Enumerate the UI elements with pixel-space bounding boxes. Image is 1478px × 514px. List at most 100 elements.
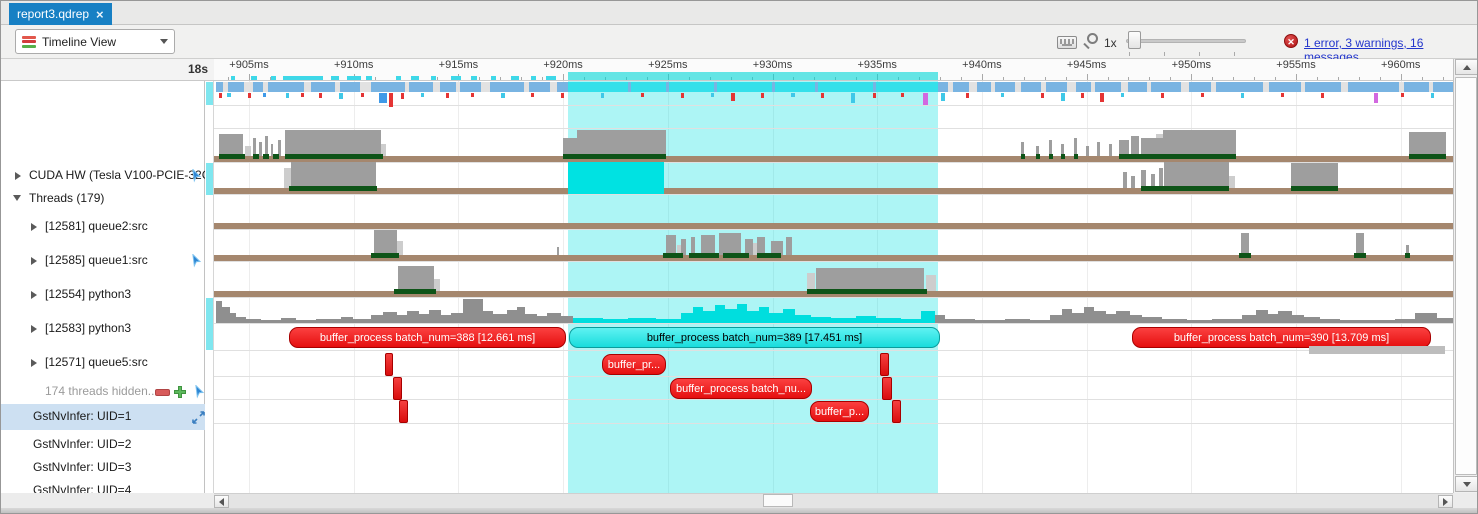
ruler-tick-mark — [1023, 77, 1025, 80]
thread-state-band — [214, 223, 1453, 229]
sidebar-row-gstnvinfer-uid1[interactable]: GstNvInfer: UID=1 — [1, 404, 205, 430]
expand-row-icon[interactable] — [192, 411, 205, 427]
caret-right-icon[interactable] — [31, 359, 37, 367]
locate-arrow-icon[interactable] — [189, 168, 203, 186]
scroll-down-button[interactable] — [1455, 476, 1477, 492]
caret-right-icon[interactable] — [31, 257, 37, 265]
gridline — [249, 81, 250, 493]
sidebar-row-threads-group[interactable]: Threads (179) — [1, 188, 205, 210]
locate-arrow-icon[interactable] — [189, 253, 203, 271]
row-label: GstNvInfer: UID=3 — [33, 460, 132, 474]
nvtx-range-tick[interactable] — [882, 377, 892, 400]
sidebar-row-gstnvinfer-uid3[interactable]: GstNvInfer: UID=3 — [1, 457, 205, 479]
thread-running-segment — [663, 253, 683, 258]
tab-close-icon[interactable]: × — [96, 6, 104, 22]
show-thread-icon[interactable] — [173, 385, 187, 402]
slider-tick — [1234, 52, 1235, 56]
thread-running-segment — [807, 289, 927, 294]
hidden-threads-activity — [703, 311, 715, 323]
thread-running-segment — [1405, 253, 1410, 258]
hidden-threads-activity — [1072, 313, 1084, 323]
cpu-usage-block — [563, 138, 577, 156]
timeline-ruler[interactable]: +905ms +910ms +915ms +920ms +925ms +930ms +935… — [214, 59, 1453, 81]
hidden-threads-activity — [397, 315, 407, 323]
zoom-slider-track[interactable] — [1126, 39, 1246, 43]
hidden-threads-activity — [856, 316, 876, 323]
scroll-up-button[interactable] — [1455, 59, 1477, 75]
hide-thread-icon[interactable] — [155, 389, 170, 396]
gridline — [353, 81, 355, 493]
scroll-right-button[interactable] — [1438, 495, 1453, 508]
nvtx-range-tick[interactable] — [880, 353, 889, 376]
ruler-tick-mark — [1316, 77, 1318, 80]
timeline-canvas[interactable]: buffer_process batch_num=388 [12.661 ms]… — [214, 81, 1453, 493]
cuda-event-mark — [248, 93, 251, 98]
cpu-usage-block — [1159, 168, 1163, 188]
sidebar-row-gstnvinfer-uid2[interactable]: GstNvInfer: UID=2 — [1, 434, 205, 456]
hidden-threads-activity — [341, 317, 353, 323]
vertical-scrollbar-thumb[interactable] — [1455, 77, 1477, 475]
cuda-event-mark — [1121, 93, 1124, 97]
sidebar-row-threads-hidden[interactable]: 174 threads hidden... — [1, 381, 205, 403]
chevron-down-icon — [160, 39, 168, 44]
cuda-event-mark — [601, 93, 604, 98]
cuda-event-mark — [941, 93, 945, 101]
hidden-threads-activity — [561, 316, 573, 323]
horizontal-scrollbar[interactable] — [214, 493, 1453, 508]
keyboard-shortcuts-icon[interactable] — [1057, 36, 1077, 49]
cpu-usage-block — [666, 235, 676, 255]
row-separator — [214, 297, 1453, 298]
tab-report3[interactable]: report3.qdrep × — [9, 3, 112, 25]
nvtx-range-tick[interactable] — [399, 400, 408, 423]
ruler-tick-mark — [500, 77, 502, 80]
nvtx-range-gstnvinfer-uid1[interactable]: buffer_process batch_num=389 [17.451 ms] — [569, 327, 940, 348]
cpu-usage-block — [271, 144, 273, 156]
caret-right-icon[interactable] — [15, 172, 21, 180]
hidden-threads-activity — [1106, 314, 1116, 323]
cuda-band-gap — [1341, 82, 1348, 92]
zoom-slider-thumb[interactable] — [1128, 31, 1141, 49]
locate-arrow-icon[interactable] — [192, 384, 206, 402]
caret-right-icon[interactable] — [31, 223, 37, 231]
ruler-tick-mark — [1128, 77, 1130, 80]
thread-running-segment — [689, 253, 719, 258]
nvtx-range-gstnvinfer-uid3[interactable]: buffer_process batch_nu... — [670, 378, 812, 399]
thread-state-band — [214, 156, 1453, 162]
cuda-event-mark — [681, 93, 684, 98]
row-label: CUDA HW (Tesla V100-PCIE-32G — [29, 168, 212, 182]
nvtx-range-tick[interactable] — [892, 400, 901, 423]
nvtx-range-gstnvinfer-uid4[interactable]: buffer_p... — [810, 401, 869, 422]
row-separator — [214, 194, 1453, 195]
scroll-left-button[interactable] — [214, 495, 229, 508]
thread-state-band — [214, 188, 1453, 194]
nvtx-range-tick[interactable] — [393, 377, 402, 400]
hidden-threads-activity — [517, 307, 525, 323]
nvtx-range-tick[interactable] — [385, 353, 393, 376]
hidden-threads-activity — [407, 311, 419, 323]
cpu-usage-block — [219, 134, 243, 156]
sidebar-row-thread-12585[interactable]: [12585] queue1:src — [1, 249, 205, 273]
cuda-event-mark — [361, 93, 364, 97]
caret-down-icon[interactable] — [13, 195, 21, 201]
sidebar-row-thread-12583[interactable]: [12583] python3 — [1, 317, 205, 341]
hidden-threads-activity — [876, 318, 901, 323]
row-label: [12585] queue1:src — [45, 253, 148, 267]
sidebar-row-thread-12554[interactable]: [12554] python3 — [1, 283, 205, 307]
sidebar-row-thread-12571[interactable]: [12571] queue5:src — [1, 351, 205, 375]
view-selector-dropdown[interactable]: Timeline View — [15, 29, 175, 54]
sidebar-row-cuda-hw[interactable]: CUDA HW (Tesla V100-PCIE-32G — [1, 164, 211, 188]
cuda-event-mark — [1041, 93, 1044, 98]
caret-right-icon[interactable] — [31, 325, 37, 333]
nvtx-range-gstnvinfer-uid1[interactable]: buffer_process batch_num=388 [12.661 ms] — [289, 327, 566, 348]
horizontal-scrollbar-thumb[interactable] — [763, 494, 793, 507]
row-separator — [214, 105, 1453, 106]
cuda-event-mark — [1001, 93, 1004, 97]
caret-right-icon[interactable] — [31, 291, 37, 299]
nvtx-range-gstnvinfer-uid2[interactable]: buffer_pr... — [602, 354, 666, 375]
nvtx-range-gstnvinfer-uid1[interactable]: buffer_process batch_num=390 [13.709 ms] — [1132, 327, 1431, 348]
cuda-band-gap — [1067, 82, 1076, 92]
cpu-usage-block — [1141, 170, 1146, 188]
zoom-magnifier-icon — [1087, 33, 1098, 44]
sidebar-row-thread-12581[interactable]: [12581] queue2:src — [1, 215, 205, 239]
ruler-event-mark — [251, 76, 257, 80]
